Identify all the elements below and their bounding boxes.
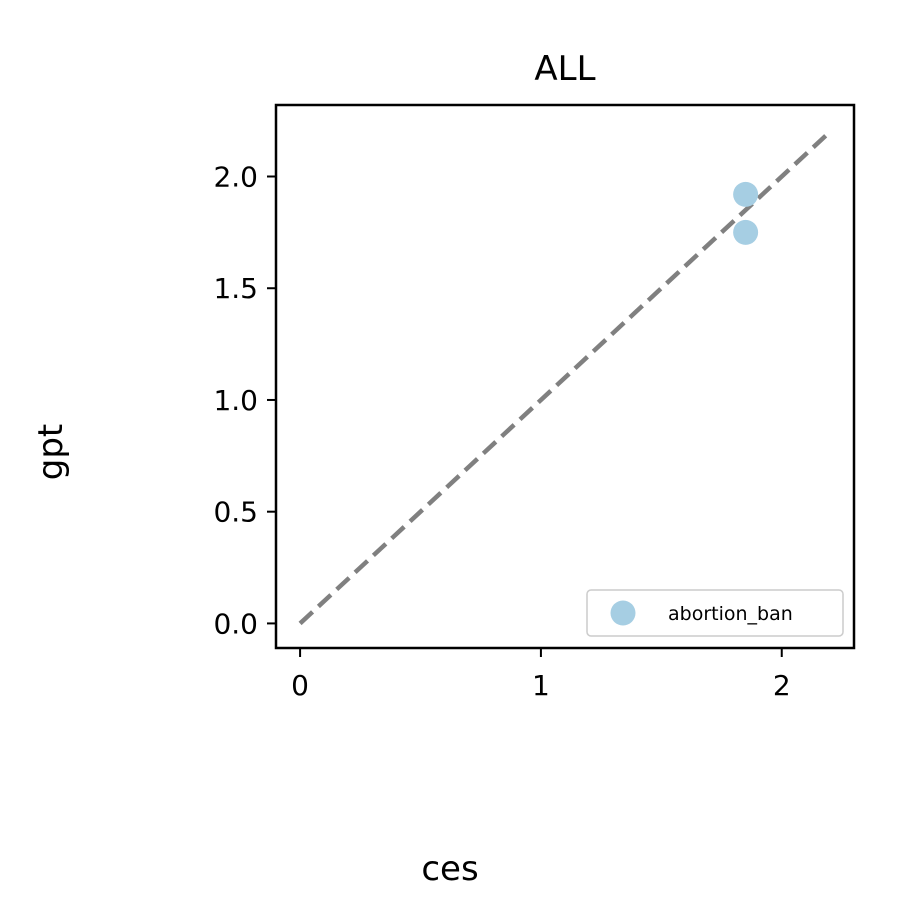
x-tick-label: 0 — [291, 669, 309, 702]
axes: 0 1 2 0.0 0.5 1.0 1.5 2.0 — [213, 161, 790, 702]
x-axis-label: ces — [421, 849, 478, 889]
data-point-0-0 — [733, 181, 759, 207]
y-tick-label: 1.5 — [213, 272, 258, 305]
reference-line — [298, 130, 832, 626]
chart-title: ALL — [534, 49, 595, 89]
legend: abortion_ban — [586, 589, 844, 637]
legend-marker — [610, 600, 636, 626]
plot-area — [298, 130, 832, 626]
x-tick-label: 2 — [773, 669, 791, 702]
y-tick-label: 1.0 — [213, 384, 258, 417]
y-axis-label: gpt — [31, 424, 71, 481]
y-tick-label: 0.5 — [213, 496, 258, 529]
plot-frame — [274, 103, 856, 650]
y-tick-label: 2.0 — [213, 161, 258, 194]
legend-label: abortion_ban — [668, 603, 793, 625]
y-tick-label: 0.0 — [213, 607, 258, 640]
x-tick-label: 1 — [532, 669, 550, 702]
legend-box — [586, 589, 844, 637]
data-point-0-1 — [733, 219, 759, 245]
